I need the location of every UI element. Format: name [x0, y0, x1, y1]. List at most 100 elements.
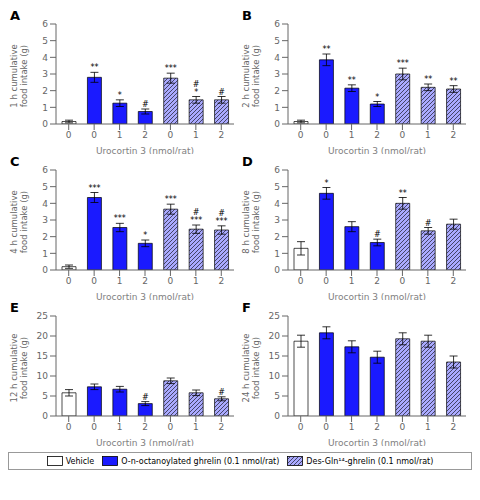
svg-text:Urocortin 3 (nmol/rat): Urocortin 3 (nmol/rat): [328, 438, 426, 446]
svg-text:4: 4: [274, 199, 280, 209]
svg-text:0: 0: [400, 422, 406, 432]
svg-text:2: 2: [374, 130, 380, 140]
svg-text:15: 15: [269, 351, 280, 361]
svg-text:1: 1: [117, 422, 123, 432]
svg-text:0: 0: [323, 422, 329, 432]
svg-text:2: 2: [450, 276, 456, 286]
svg-text:Urocortin 3 (nmol/rat): Urocortin 3 (nmol/rat): [328, 146, 426, 154]
svg-text:0: 0: [323, 130, 329, 140]
svg-text:15: 15: [37, 351, 48, 361]
svg-text:3: 3: [42, 69, 48, 79]
svg-text:20: 20: [37, 331, 49, 341]
svg-text:0: 0: [323, 276, 329, 286]
svg-text:1: 1: [274, 103, 280, 113]
svg-text:5: 5: [42, 36, 48, 46]
svg-text:1: 1: [42, 103, 48, 113]
svg-text:0: 0: [168, 276, 174, 286]
svg-text:6: 6: [42, 19, 48, 29]
svg-text:***: ***: [397, 59, 409, 68]
svg-text:0: 0: [298, 422, 304, 432]
svg-text:#: #: [142, 100, 149, 109]
svg-text:2: 2: [142, 276, 148, 286]
svg-text:#: #: [218, 388, 225, 397]
svg-text:25: 25: [269, 311, 280, 321]
svg-text:3: 3: [274, 69, 280, 79]
svg-text:1: 1: [274, 249, 280, 259]
svg-text:0: 0: [274, 411, 280, 421]
svg-text:***: ***: [88, 184, 100, 193]
svg-text:**: **: [322, 45, 330, 54]
svg-text:2: 2: [374, 276, 380, 286]
svg-text:0: 0: [168, 422, 174, 432]
svg-text:6: 6: [274, 19, 280, 29]
svg-text:0: 0: [66, 422, 72, 432]
svg-text:1: 1: [425, 422, 431, 432]
svg-text:1: 1: [117, 130, 123, 140]
svg-text:0: 0: [66, 276, 72, 286]
svg-text:5: 5: [42, 391, 48, 401]
svg-text:0: 0: [274, 265, 280, 275]
svg-text:20: 20: [269, 331, 281, 341]
svg-text:1: 1: [425, 130, 431, 140]
svg-text:0: 0: [400, 276, 406, 286]
svg-text:5: 5: [274, 36, 280, 46]
svg-text:0: 0: [168, 130, 174, 140]
svg-text:2: 2: [142, 422, 148, 432]
svg-text:0: 0: [42, 265, 48, 275]
svg-text:#: #: [425, 219, 432, 228]
svg-text:**: **: [424, 75, 432, 84]
svg-text:#: #: [142, 393, 149, 402]
svg-text:**: **: [348, 76, 356, 85]
svg-text:#*: #*: [193, 80, 200, 97]
svg-text:3: 3: [42, 215, 48, 225]
svg-text:0: 0: [298, 276, 304, 286]
svg-text:*: *: [143, 231, 147, 240]
svg-text:4: 4: [42, 53, 48, 63]
svg-text:4: 4: [42, 199, 48, 209]
svg-text:2: 2: [218, 422, 224, 432]
svg-text:25: 25: [37, 311, 48, 321]
svg-text:***: ***: [165, 195, 177, 204]
svg-text:6: 6: [274, 165, 280, 175]
svg-text:0: 0: [91, 276, 97, 286]
svg-text:1: 1: [193, 130, 199, 140]
svg-text:0: 0: [298, 130, 304, 140]
svg-text:**: **: [450, 77, 458, 86]
svg-text:1: 1: [349, 130, 355, 140]
svg-text:Urocortin 3 (nmol/rat): Urocortin 3 (nmol/rat): [96, 438, 194, 446]
svg-text:#: #: [374, 230, 381, 239]
svg-text:0: 0: [400, 130, 406, 140]
svg-text:2: 2: [142, 130, 148, 140]
svg-text:1: 1: [117, 276, 123, 286]
svg-text:*: *: [118, 91, 122, 100]
svg-text:1: 1: [349, 276, 355, 286]
svg-text:2: 2: [274, 86, 280, 96]
svg-text:1: 1: [42, 249, 48, 259]
svg-text:1: 1: [193, 422, 199, 432]
svg-text:***: ***: [114, 214, 126, 223]
svg-text:0: 0: [66, 130, 72, 140]
svg-text:1: 1: [193, 276, 199, 286]
svg-text:0: 0: [42, 119, 48, 129]
svg-text:10: 10: [269, 371, 281, 381]
svg-text:#: #: [218, 88, 225, 97]
svg-text:1: 1: [349, 422, 355, 432]
svg-text:6: 6: [42, 165, 48, 175]
svg-text:10: 10: [37, 371, 49, 381]
svg-text:2: 2: [218, 276, 224, 286]
svg-text:Urocortin 3 (nmol/rat): Urocortin 3 (nmol/rat): [96, 146, 194, 154]
svg-text:1: 1: [425, 276, 431, 286]
svg-text:0: 0: [91, 422, 97, 432]
svg-text:5: 5: [42, 182, 48, 192]
svg-text:2: 2: [450, 130, 456, 140]
svg-text:2: 2: [450, 422, 456, 432]
svg-text:3: 3: [274, 215, 280, 225]
svg-text:4: 4: [274, 53, 280, 63]
svg-text:0: 0: [91, 130, 97, 140]
svg-text:2: 2: [42, 232, 48, 242]
svg-text:*: *: [324, 179, 328, 188]
svg-text:#***: #***: [190, 208, 202, 225]
svg-text:2: 2: [42, 86, 48, 96]
svg-text:#***: #***: [216, 209, 228, 226]
svg-text:2: 2: [374, 422, 380, 432]
